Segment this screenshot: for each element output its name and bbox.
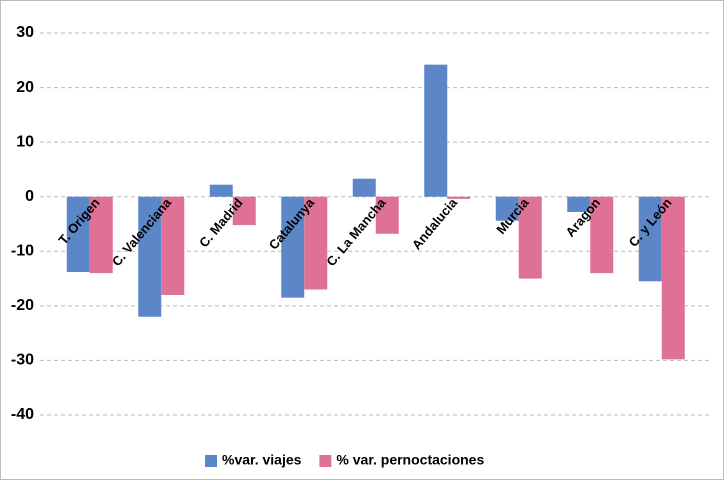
bar: [567, 196, 591, 212]
bar: [89, 196, 113, 274]
bar: [209, 184, 233, 197]
bar: [518, 196, 542, 279]
bar: [495, 196, 519, 221]
bar: [281, 196, 305, 298]
bar: [447, 196, 471, 199]
bar: [161, 196, 185, 295]
bar: [352, 178, 376, 197]
legend-swatch: [319, 455, 332, 467]
bar: [138, 196, 162, 317]
bar: [661, 196, 685, 360]
bar: [424, 64, 448, 197]
y-tick-label: -10: [11, 243, 34, 260]
y-tick-label: 30: [16, 24, 34, 41]
bar: [375, 196, 399, 234]
y-tick-label: -40: [11, 406, 34, 423]
bar: [232, 196, 256, 226]
y-tick-label: -30: [11, 352, 34, 369]
legend-label: %var. viajes: [222, 452, 302, 468]
bar: [590, 196, 614, 274]
y-tick-label: -20: [11, 297, 34, 314]
bar: [304, 196, 328, 290]
legend-label: % var. pernoctaciones: [336, 452, 484, 468]
bar: [638, 196, 662, 282]
bar: [66, 196, 90, 273]
y-tick-label: 20: [16, 79, 34, 96]
y-tick-label: 0: [25, 188, 34, 205]
y-tick-label: 10: [16, 133, 34, 150]
legend-swatch: [205, 455, 217, 467]
